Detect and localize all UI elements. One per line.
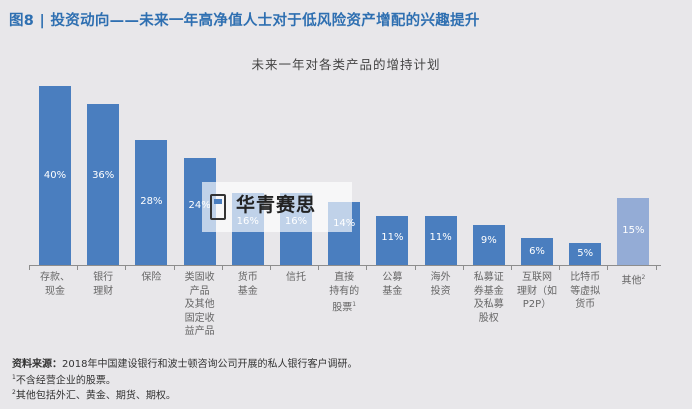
bar-value-label: 5% — [577, 247, 594, 259]
bar-value-label: 11% — [381, 231, 404, 243]
x-axis-tick — [221, 265, 223, 270]
category-label: 银行 理财 — [93, 272, 114, 297]
bar: 40% — [39, 86, 71, 265]
watermark-overlay — [202, 182, 352, 232]
category-label: 信托 — [286, 272, 306, 283]
category-label: 类固收 产品 及其他 固定收 益产品 — [184, 272, 215, 337]
bar: 28% — [135, 139, 168, 265]
category-label: 货币 基金 — [237, 272, 258, 297]
bar-value-label: 9% — [480, 234, 497, 246]
source-note: 资料来源：2018年中国建设银行和波士顿咨询公司开展的私人银行客户调研。 — [12, 359, 357, 372]
x-axis-tick — [173, 265, 175, 270]
bar-value-label: 40% — [43, 169, 67, 181]
category-label: 互联网 理财（如 P2P） — [517, 272, 557, 310]
x-axis-tick — [270, 265, 271, 270]
bar-value-label: 36% — [92, 170, 115, 182]
bar-value-label: 28% — [140, 196, 163, 208]
x-axis-tick — [559, 265, 561, 270]
bar-value-label: 11% — [429, 231, 452, 243]
category-label: 私募证 券基金 及私募 股权 — [473, 272, 504, 324]
x-axis-tick — [607, 265, 609, 270]
bar: 15% — [617, 197, 650, 265]
footnote-1: 1不含经营企业的股票。 — [12, 373, 116, 386]
gameboy-logo-icon — [210, 194, 226, 220]
x-axis-tick — [414, 265, 416, 270]
bar-value-label: 6% — [529, 245, 545, 257]
category-label: 公募 基金 — [382, 272, 403, 297]
footnotes: 资料来源：2018年中国建设银行和波士顿咨询公司开展的私人银行客户调研。 1不含… — [12, 359, 357, 403]
x-axis-tick — [462, 265, 464, 270]
x-axis-tick — [125, 265, 127, 270]
x-axis-tick — [77, 265, 79, 270]
x-axis-tick — [366, 265, 368, 270]
chart-title: 未来一年对各类产品的增持计划 — [251, 57, 441, 72]
x-axis-tick — [511, 265, 512, 270]
category-label: 存款、 现金 — [40, 272, 70, 297]
bar: 36% — [87, 103, 120, 265]
x-axis-tick — [29, 265, 30, 270]
x-axis-tick — [318, 265, 320, 270]
bar-value-label: 24% — [188, 199, 211, 211]
bar: 11% — [424, 215, 457, 265]
category-label: 比特币 等虚拟 货币 — [570, 272, 601, 310]
bar: 9% — [472, 224, 505, 265]
source-text: 2018年中国建设银行和波士顿咨询公司开展的私人银行客户调研。 — [62, 359, 358, 370]
bar: 11% — [376, 215, 409, 265]
figure-title: 图8 | 投资动向——未来一年高净值人士对于低风险资产增配的兴趣提升 — [9, 13, 480, 29]
category-label: 保险 — [141, 272, 162, 283]
footnote-2: 2其他包括外汇、黄金、期货、期权。 — [12, 389, 176, 402]
bar: 5% — [569, 242, 602, 265]
bar: 6% — [521, 238, 553, 265]
category-label: 其他2 — [621, 274, 646, 287]
category-label: 海外 投资 — [430, 272, 451, 297]
x-axis — [29, 265, 661, 266]
bar-value-label: 15% — [622, 225, 645, 237]
source-label: 资料来源： — [12, 359, 62, 370]
watermark-text: 华青赛思 — [236, 194, 317, 216]
x-axis-tick — [655, 265, 657, 270]
category-label: 直接 持有的 股票1 — [329, 272, 360, 314]
